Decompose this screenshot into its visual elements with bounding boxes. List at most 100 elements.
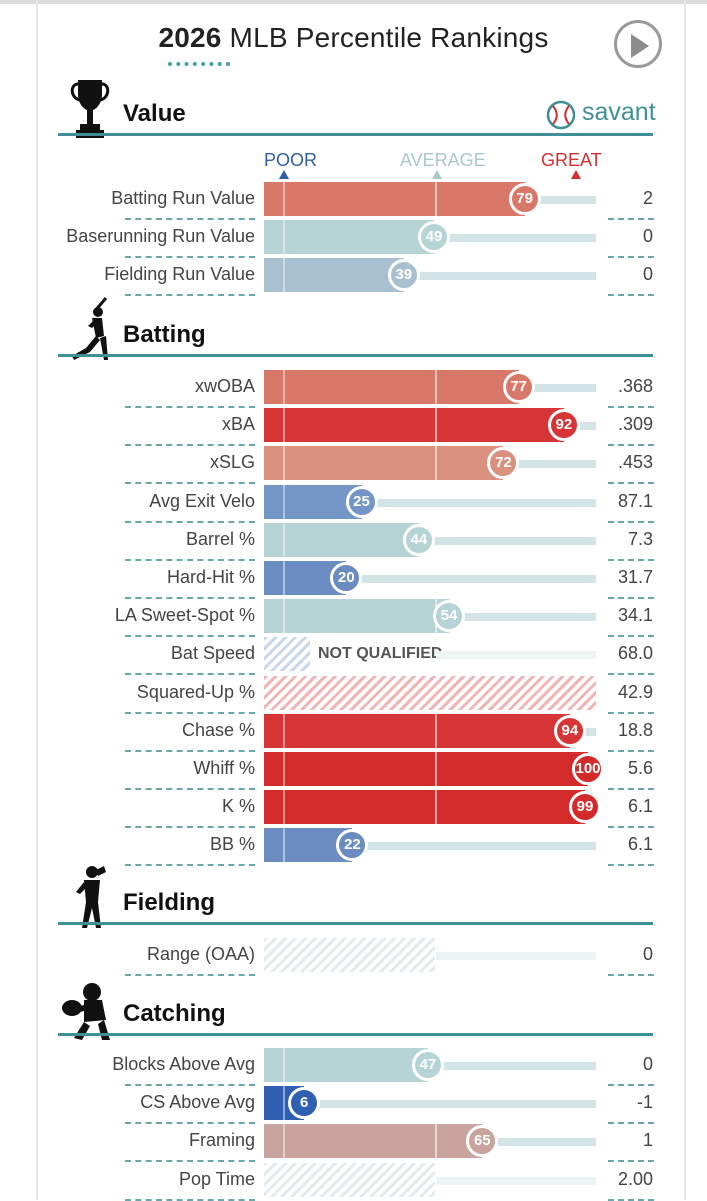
percentile-badge[interactable]: 72 bbox=[487, 447, 520, 480]
section-rule bbox=[58, 354, 653, 357]
metric-label: Batting Run Value bbox=[111, 188, 255, 208]
row-divider-right bbox=[608, 749, 654, 752]
percentile-badge[interactable]: 39 bbox=[387, 259, 420, 292]
row-divider-right bbox=[608, 635, 654, 638]
row-divider-right bbox=[608, 1122, 654, 1125]
metric-row[interactable]: CS Above Avg 6 -1 bbox=[0, 1086, 707, 1125]
row-divider-left bbox=[125, 218, 255, 220]
percentile-badge[interactable]: 77 bbox=[502, 371, 535, 403]
percentile-badge[interactable]: 25 bbox=[345, 485, 378, 518]
percentile-badge[interactable]: 6 bbox=[288, 1087, 321, 1120]
poor-marker bbox=[283, 790, 285, 825]
metric-value: .309 bbox=[617, 414, 653, 435]
metric-value: 87.1 bbox=[617, 490, 653, 511]
row-divider-left bbox=[125, 711, 255, 714]
play-button[interactable] bbox=[614, 20, 662, 68]
metric-row[interactable]: Batting Run Value 79 2 bbox=[0, 182, 707, 220]
average-marker bbox=[435, 182, 437, 216]
metric-row[interactable]: Avg Exit Velo 25 87.1 bbox=[0, 484, 707, 523]
metric-label: Avg Exit Velo bbox=[149, 490, 255, 511]
row-divider-right bbox=[608, 558, 654, 561]
metric-value: .453 bbox=[617, 452, 653, 473]
metric-label: Range (OAA) bbox=[146, 944, 255, 964]
percentile-bar bbox=[264, 1048, 428, 1082]
metric-label: Hard-Hit % bbox=[166, 567, 255, 587]
average-marker bbox=[435, 1124, 437, 1159]
percentile-badge[interactable]: 65 bbox=[466, 1125, 499, 1158]
percentile-track bbox=[436, 651, 596, 660]
metric-label: xSLG bbox=[209, 452, 255, 473]
row-divider-left bbox=[125, 294, 255, 297]
percentile-badge[interactable]: 49 bbox=[417, 221, 450, 254]
page-title: 2026 MLB Percentile Rankings bbox=[0, 22, 707, 54]
metric-row[interactable]: Bat Speed NOT QUALIFIED 68.0 bbox=[0, 637, 707, 676]
percentile-badge[interactable]: 20 bbox=[330, 562, 363, 594]
percentile-bar bbox=[264, 599, 450, 634]
metric-row[interactable]: xwOBA 77 .368 bbox=[0, 370, 707, 408]
left-frame-line bbox=[36, 0, 38, 1200]
row-divider-left bbox=[125, 558, 255, 561]
percentile-badge[interactable]: 22 bbox=[336, 829, 369, 862]
metric-row[interactable]: Fielding Run Value 39 0 bbox=[0, 258, 707, 297]
metric-label: xwOBA bbox=[194, 376, 255, 396]
percentile-badge[interactable]: 94 bbox=[553, 714, 586, 747]
metric-value: 68.0 bbox=[617, 643, 653, 664]
poor-marker bbox=[283, 446, 285, 481]
metric-row[interactable]: Chase % 94 18.8 bbox=[0, 713, 707, 752]
percentile-badge[interactable]: 47 bbox=[411, 1049, 444, 1081]
metric-value: 6.1 bbox=[627, 834, 653, 855]
row-divider-left bbox=[125, 673, 255, 676]
metric-value: 0 bbox=[642, 264, 653, 285]
percentile-badge[interactable]: 54 bbox=[433, 600, 466, 633]
metric-row[interactable]: xSLG 72 .453 bbox=[0, 446, 707, 485]
percentile-badge[interactable]: 79 bbox=[508, 183, 541, 215]
scale-poor-arrow bbox=[279, 170, 289, 179]
title-underline bbox=[168, 62, 230, 66]
poor-marker bbox=[283, 484, 285, 519]
metric-row[interactable]: K % 99 6.1 bbox=[0, 790, 707, 829]
percentile-bar bbox=[264, 790, 585, 825]
row-divider-right bbox=[608, 788, 654, 790]
metric-label: K % bbox=[221, 796, 255, 817]
metric-label: Pop Time bbox=[178, 1168, 255, 1189]
fielder-icon bbox=[76, 866, 106, 928]
metric-label: Framing bbox=[188, 1130, 255, 1151]
metric-row[interactable]: Squared-Up % 42.9 bbox=[0, 675, 707, 714]
hatched-bar bbox=[264, 675, 596, 710]
metric-value: 2.00 bbox=[617, 1168, 653, 1189]
baseball-icon bbox=[546, 100, 576, 130]
metric-row[interactable]: Pop Time 2.00 bbox=[0, 1162, 707, 1201]
metric-label: Whiff % bbox=[193, 758, 255, 778]
percentile-track bbox=[436, 1176, 596, 1185]
hatched-bar bbox=[264, 1162, 435, 1197]
metric-row[interactable]: Framing 65 1 bbox=[0, 1124, 707, 1163]
metric-row[interactable]: Blocks Above Avg 47 0 bbox=[0, 1048, 707, 1086]
section-title: Fielding bbox=[123, 889, 215, 916]
metric-row[interactable]: Whiff % 100 5.6 bbox=[0, 752, 707, 790]
percentile-badge[interactable]: 92 bbox=[547, 409, 580, 442]
row-divider-right bbox=[608, 406, 654, 408]
metric-row[interactable]: Barrel % 44 7.3 bbox=[0, 522, 707, 561]
metric-label: xBA bbox=[221, 414, 255, 435]
poor-marker bbox=[283, 828, 285, 863]
poor-marker bbox=[283, 182, 285, 216]
play-icon bbox=[631, 34, 649, 58]
row-divider-right bbox=[608, 294, 654, 297]
metric-row[interactable]: BB % 22 6.1 bbox=[0, 828, 707, 867]
batter-icon bbox=[72, 297, 108, 360]
poor-marker bbox=[283, 258, 285, 293]
savant-logo[interactable]: savant bbox=[546, 98, 656, 130]
percentile-badge[interactable]: 100 bbox=[572, 753, 604, 785]
savant-text: savant bbox=[582, 98, 656, 126]
metric-row[interactable]: xBA 92 .309 bbox=[0, 408, 707, 447]
scale-average-arrow bbox=[432, 170, 442, 179]
metric-value: .368 bbox=[617, 376, 653, 396]
metric-value: 2 bbox=[642, 188, 653, 208]
metric-row[interactable]: Baserunning Run Value 49 0 bbox=[0, 220, 707, 259]
percentile-badge[interactable]: 99 bbox=[568, 791, 601, 824]
metric-row[interactable]: LA Sweet-Spot % 54 34.1 bbox=[0, 599, 707, 638]
section-title: Batting bbox=[123, 321, 206, 348]
metric-row[interactable]: Range (OAA) 0 bbox=[0, 938, 707, 976]
percentile-badge[interactable]: 44 bbox=[402, 523, 435, 556]
metric-row[interactable]: Hard-Hit % 20 31.7 bbox=[0, 561, 707, 599]
